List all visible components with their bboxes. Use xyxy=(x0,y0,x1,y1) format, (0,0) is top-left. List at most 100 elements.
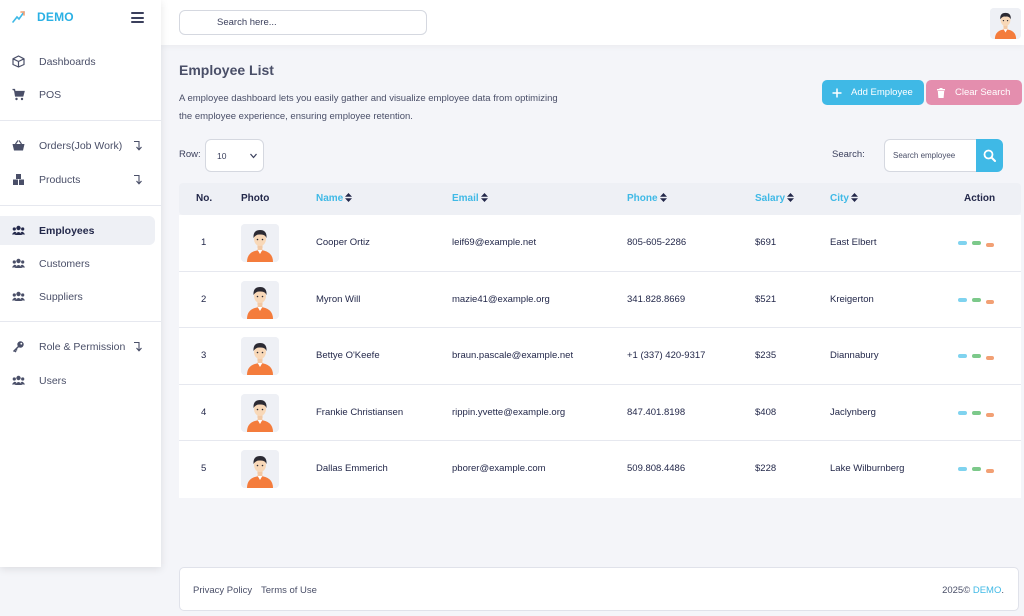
sidebar-item-suppliers[interactable]: Suppliers xyxy=(0,282,155,311)
cell-phone: +1 (337) 420-9317 xyxy=(627,350,706,361)
sidebar-item-products[interactable]: Products xyxy=(0,165,155,194)
employee-avatar-icon xyxy=(241,337,279,375)
logo-icon xyxy=(12,11,25,23)
cell-salary: $521 xyxy=(755,293,777,305)
user-avatar[interactable] xyxy=(990,8,1021,39)
add-employee-label: Add Employee xyxy=(851,87,913,98)
column-header-label: City xyxy=(830,193,849,204)
column-header-label: Phone xyxy=(627,193,658,204)
row-label: Row: xyxy=(179,149,201,160)
sidebar-item-customers[interactable]: Customers xyxy=(0,249,155,278)
sidebar-item-label: Dashboards xyxy=(39,55,96,68)
row-actions xyxy=(958,465,998,475)
edit-action-button[interactable] xyxy=(972,297,981,302)
employee-search-input[interactable] xyxy=(884,139,976,172)
cell-phone: 805-605-2286 xyxy=(627,237,687,248)
top-header xyxy=(161,0,1024,45)
sort-icon xyxy=(787,193,795,202)
copyright-year: 2025© xyxy=(942,585,971,596)
sidebar-divider xyxy=(0,321,161,322)
page-title: Employee List xyxy=(179,62,274,78)
edit-action-button[interactable] xyxy=(972,467,981,471)
cell-no: 3 xyxy=(201,350,207,361)
sidebar-item-label: Employees xyxy=(39,224,95,237)
column-header-salary[interactable]: Salary xyxy=(755,183,795,215)
cell-name: Frankie Christiansen xyxy=(316,406,404,418)
delete-action-button[interactable] xyxy=(986,469,994,473)
view-action-button[interactable] xyxy=(958,241,967,245)
column-header-no: No. xyxy=(196,193,213,204)
table-body: 1 Cooper Ortiz leif69@example.net 805-605-2… xyxy=(179,215,1021,498)
column-header-city[interactable]: City xyxy=(830,183,858,215)
cell-no: 2 xyxy=(201,293,207,305)
sidebar: DEMO Dashboards POS Orders(Job Work) Pro… xyxy=(0,0,161,567)
employee-avatar-icon xyxy=(241,450,279,488)
copyright: 2025© DEMO. xyxy=(942,585,1004,596)
users-icon xyxy=(12,258,25,268)
delete-action-button[interactable] xyxy=(986,356,994,360)
delete-action-button[interactable] xyxy=(986,299,994,304)
column-header-phone[interactable]: Phone xyxy=(627,183,667,215)
brand-name: DEMO xyxy=(37,10,74,24)
column-header-email[interactable]: Email xyxy=(452,183,488,215)
search-button[interactable] xyxy=(976,139,1003,172)
delete-action-button[interactable] xyxy=(986,412,994,417)
edit-action-button[interactable] xyxy=(972,354,981,358)
cell-no: 5 xyxy=(201,463,207,474)
cell-salary: $228 xyxy=(755,463,777,474)
sidebar-item-users[interactable]: Users xyxy=(0,366,155,395)
cart-icon xyxy=(12,88,25,101)
footer: Privacy Policy Terms of Use 2025© DEMO. xyxy=(179,567,1019,611)
search-icon xyxy=(983,149,996,162)
sidebar-item-label: POS xyxy=(39,88,62,101)
submenu-arrow-icon xyxy=(134,174,142,185)
menu-toggle-icon[interactable] xyxy=(131,12,144,23)
brand[interactable]: DEMO xyxy=(12,8,74,26)
cell-city: East Elbert xyxy=(830,237,877,248)
employee-avatar-icon xyxy=(241,280,279,319)
edit-action-button[interactable] xyxy=(972,410,981,415)
clear-search-button[interactable]: Clear Search xyxy=(926,80,1022,105)
add-employee-button[interactable]: Add Employee xyxy=(822,80,924,105)
view-action-button[interactable] xyxy=(958,410,967,415)
sidebar-item-label: Orders(Job Work) xyxy=(39,139,123,152)
column-header-name[interactable]: Name xyxy=(316,183,353,215)
sidebar-item-label: Role & Permission xyxy=(39,340,126,353)
sidebar-item-label: Products xyxy=(39,173,81,186)
cell-email: mazie41@example.org xyxy=(452,293,550,305)
cell-salary: $691 xyxy=(755,237,777,248)
sidebar-item-orders[interactable]: Orders(Job Work) xyxy=(0,131,155,160)
sidebar-item-pos[interactable]: POS xyxy=(0,80,155,109)
sidebar-item-employees[interactable]: Employees xyxy=(0,216,155,245)
footer-brand-link[interactable]: DEMO xyxy=(972,585,1002,596)
rows-per-page-select[interactable]: 10 xyxy=(205,139,264,172)
terms-of-use-link[interactable]: Terms of Use xyxy=(261,585,317,596)
employee-photo xyxy=(241,280,279,319)
sidebar-item-dashboards[interactable]: Dashboards xyxy=(0,47,155,76)
cell-city: Jaclynberg xyxy=(830,406,876,418)
view-action-button[interactable] xyxy=(958,354,967,358)
sidebar-item-role-permission[interactable]: Role & Permission xyxy=(0,332,155,361)
submenu-arrow-icon xyxy=(134,140,142,151)
delete-action-button[interactable] xyxy=(986,243,994,247)
view-action-button[interactable] xyxy=(958,467,967,471)
column-header-photo: Photo xyxy=(241,193,270,204)
table-row: 1 Cooper Ortiz leif69@example.net 805-605-2… xyxy=(179,215,1021,272)
key-icon xyxy=(12,341,24,353)
avatar-icon xyxy=(990,8,1021,39)
privacy-policy-link[interactable]: Privacy Policy xyxy=(193,585,253,596)
employee-avatar-icon xyxy=(241,393,279,432)
cell-city: Kreigerton xyxy=(830,293,874,305)
table-row: 4 Frankie Christiansen rippin.yvette@examp… xyxy=(179,384,1021,441)
sidebar-divider xyxy=(0,120,161,121)
cell-email: leif69@example.net xyxy=(452,237,537,248)
users-icon xyxy=(12,225,25,235)
cell-no: 1 xyxy=(201,237,207,248)
cell-name: Myron Will xyxy=(316,293,361,305)
submenu-arrow-icon xyxy=(134,341,142,352)
global-search-input[interactable] xyxy=(179,10,427,35)
cell-phone: 847.401.8198 xyxy=(627,406,686,418)
sidebar-divider xyxy=(0,205,161,206)
edit-action-button[interactable] xyxy=(972,241,981,245)
view-action-button[interactable] xyxy=(958,297,967,302)
